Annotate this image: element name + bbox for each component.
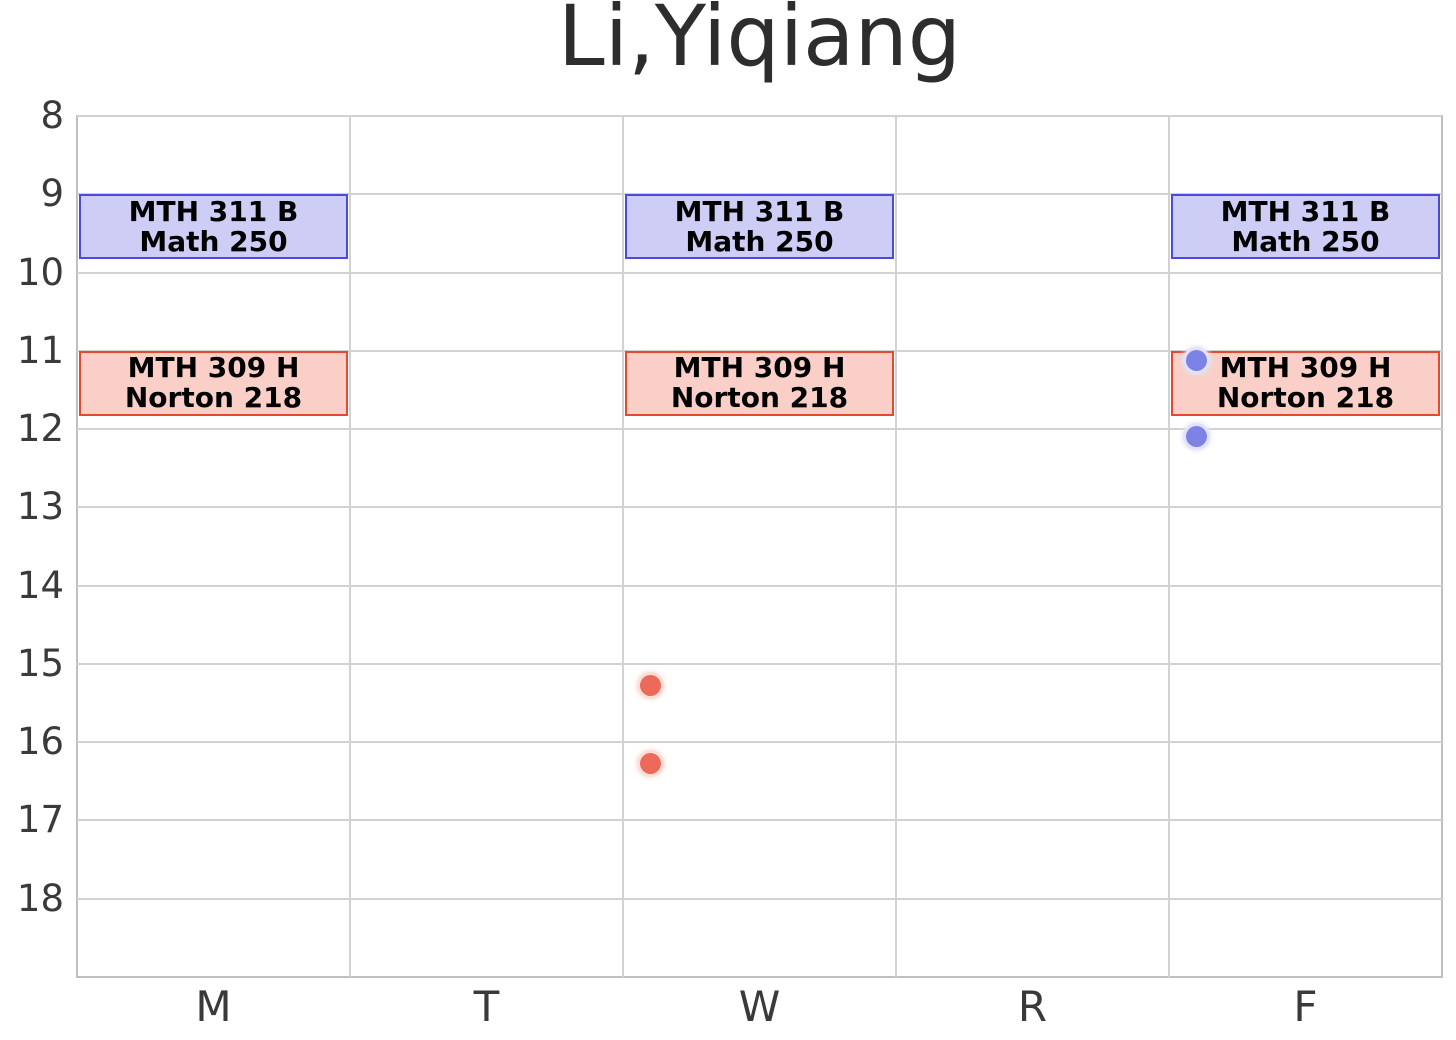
ytick-18: 18 xyxy=(16,876,64,920)
gridline-day-boundary-2 xyxy=(622,116,624,977)
class-course-label: MTH 309 H xyxy=(127,351,300,385)
ytick-15: 15 xyxy=(16,641,64,685)
ytick-10: 10 xyxy=(16,250,64,294)
xtick-day-F: F xyxy=(1293,982,1318,1031)
dot-blue-F-0 xyxy=(1185,349,1207,371)
dot-blue-F-1 xyxy=(1185,426,1207,448)
gridline-hour-18 xyxy=(77,897,1442,900)
class-box-mth-311-b-W: MTH 311 B Math 250 xyxy=(625,194,894,260)
ytick-14: 14 xyxy=(16,563,64,607)
class-course-label: MTH 311 B xyxy=(128,194,299,228)
ytick-9: 9 xyxy=(40,172,64,216)
plot-area: MTH 311 B Math 250 MTH 311 B Math 250 MTH 31… xyxy=(76,115,1443,978)
class-location-label: Math 250 xyxy=(1231,224,1380,258)
ytick-16: 16 xyxy=(16,720,64,764)
ytick-11: 11 xyxy=(16,328,64,372)
class-location-label: Math 250 xyxy=(685,224,834,258)
class-box-mth-309-h-W: MTH 309 H Norton 218 xyxy=(625,350,894,416)
ytick-12: 12 xyxy=(16,407,64,451)
gridline-hour-17 xyxy=(77,819,1442,822)
class-course-label: MTH 309 H xyxy=(673,351,846,385)
class-box-mth-309-h-M: MTH 309 H Norton 218 xyxy=(79,350,348,416)
class-course-label: MTH 311 B xyxy=(674,194,845,228)
class-box-mth-309-h-F: MTH 309 H Norton 218 xyxy=(1171,350,1440,416)
gridline-hour-13 xyxy=(77,506,1442,509)
gridline-hour-12 xyxy=(77,428,1442,431)
gridline-hour-16 xyxy=(77,741,1442,744)
class-location-label: Norton 218 xyxy=(1216,381,1395,415)
chart-title: Li,Yiqiang xyxy=(557,0,962,85)
gridline-hour-14 xyxy=(77,584,1442,587)
class-course-label: MTH 309 H xyxy=(1219,351,1392,385)
ytick-8: 8 xyxy=(40,94,64,137)
xtick-day-W: W xyxy=(738,982,781,1031)
class-location-label: Norton 218 xyxy=(124,381,303,415)
class-location-label: Math 250 xyxy=(139,224,288,258)
ytick-13: 13 xyxy=(16,485,64,529)
gridline-day-boundary-3 xyxy=(895,116,897,977)
gridline-hour-10 xyxy=(77,271,1442,274)
gridline-day-boundary-4 xyxy=(1168,116,1170,977)
xtick-day-M: M xyxy=(195,982,232,1031)
xtick-day-R: R xyxy=(1017,982,1048,1031)
xtick-day-T: T xyxy=(473,982,500,1031)
dot-red-W-2 xyxy=(639,674,661,696)
gridline-day-boundary-1 xyxy=(349,116,351,977)
ytick-17: 17 xyxy=(16,798,64,842)
class-course-label: MTH 311 B xyxy=(1220,194,1391,228)
dot-red-W-3 xyxy=(639,752,661,774)
class-box-mth-311-b-F: MTH 311 B Math 250 xyxy=(1171,194,1440,260)
class-location-label: Norton 218 xyxy=(670,381,849,415)
gridline-hour-8 xyxy=(77,115,1442,117)
class-box-mth-311-b-M: MTH 311 B Math 250 xyxy=(79,194,348,260)
gridline-hour-15 xyxy=(77,662,1442,665)
